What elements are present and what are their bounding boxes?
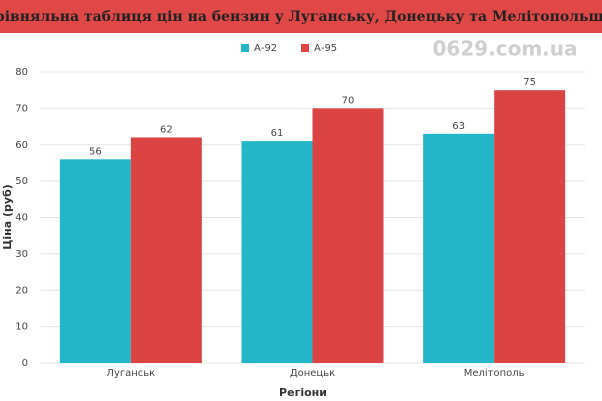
y-tick-label: 0 xyxy=(22,358,28,369)
bar xyxy=(312,108,384,363)
y-tick-label: 50 xyxy=(15,176,28,187)
title-banner xyxy=(0,0,602,33)
bar xyxy=(130,137,202,363)
bar xyxy=(423,133,495,363)
data-label: 62 xyxy=(160,124,173,135)
y-tick-label: 10 xyxy=(15,322,28,333)
legend-label: А-92 xyxy=(254,43,277,54)
x-tick-label: Донецьк xyxy=(290,368,335,379)
chart-title: Порівняльна таблиця цін на бензин у Луга… xyxy=(0,9,602,25)
data-label: 75 xyxy=(523,77,536,88)
legend-swatch xyxy=(241,44,249,52)
bar xyxy=(59,159,131,363)
data-label: 61 xyxy=(271,128,284,139)
x-axis-title: Регіони xyxy=(279,386,327,399)
legend-swatch xyxy=(301,44,309,52)
bar xyxy=(494,90,566,363)
y-tick-label: 20 xyxy=(15,285,28,296)
y-tick-label: 30 xyxy=(15,249,28,260)
bar xyxy=(241,141,313,363)
data-label: 56 xyxy=(89,146,102,157)
y-tick-label: 80 xyxy=(15,67,28,78)
data-label: 63 xyxy=(452,121,465,132)
y-axis-title: Ціна (руб) xyxy=(1,184,14,250)
legend-label: А-95 xyxy=(314,43,337,54)
y-tick-label: 60 xyxy=(15,140,28,151)
x-tick-label: Мелітополь xyxy=(464,367,525,379)
y-tick-label: 70 xyxy=(15,103,28,114)
y-tick-label: 40 xyxy=(15,213,28,224)
x-tick-label: Луганськ xyxy=(106,368,155,379)
data-label: 70 xyxy=(342,95,355,106)
watermark: 0629.com.ua xyxy=(432,37,577,61)
